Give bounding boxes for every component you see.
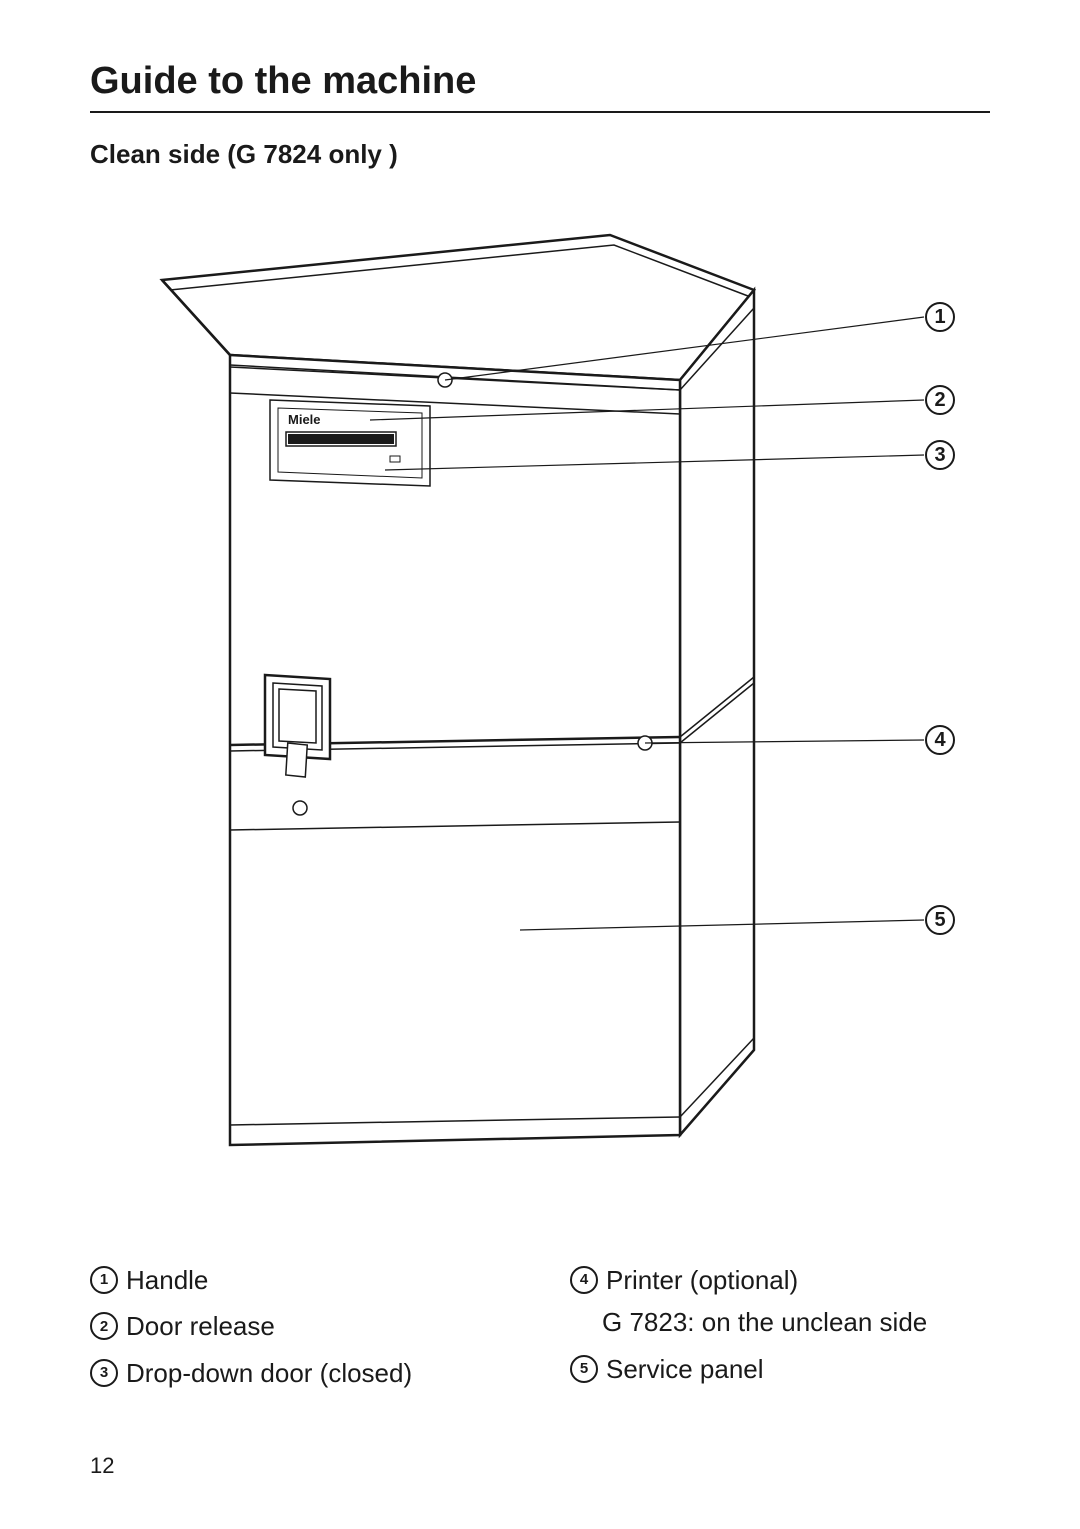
machine-diagram: Miele 1 2 3 4 5 xyxy=(90,190,990,1220)
svg-text:Miele: Miele xyxy=(288,412,321,427)
legend-text: Drop-down door (closed) xyxy=(126,1353,412,1393)
legend-text: Service panel xyxy=(606,1349,764,1389)
callout-2: 2 xyxy=(925,385,955,415)
legend-num-icon: 4 xyxy=(570,1266,598,1294)
legend-num-icon: 2 xyxy=(90,1312,118,1340)
legend-text: Handle xyxy=(126,1260,208,1300)
callout-5: 5 xyxy=(925,905,955,935)
page-title: Guide to the machine xyxy=(90,60,990,103)
section-subtitle: Clean side (G 7824 only ) xyxy=(90,139,990,170)
machine-svg: Miele xyxy=(90,190,990,1220)
legend-text: Door release xyxy=(126,1306,275,1346)
legend-num-icon: 3 xyxy=(90,1359,118,1387)
legend-col-left: 1 Handle 2 Door release 3 Drop-down door (clo… xyxy=(90,1260,510,1399)
legend-item-2: 2 Door release xyxy=(90,1306,510,1346)
legend-col-right: 4 Printer (optional)G 7823: on the unclea… xyxy=(570,1260,990,1399)
callout-1: 1 xyxy=(925,302,955,332)
title-rule xyxy=(90,111,990,113)
manual-page: Guide to the machine Clean side (G 7824 … xyxy=(0,0,1080,1529)
legend: 1 Handle 2 Door release 3 Drop-down door (clo… xyxy=(90,1260,990,1399)
legend-item-4: 4 Printer (optional) xyxy=(570,1260,990,1300)
legend-text: Printer (optional) xyxy=(606,1260,798,1300)
legend-item-5: 5 Service panel xyxy=(570,1349,990,1389)
callout-3: 3 xyxy=(925,440,955,470)
legend-item-3: 3 Drop-down door (closed) xyxy=(90,1353,510,1393)
legend-num-icon: 1 xyxy=(90,1266,118,1294)
legend-item-1: 1 Handle xyxy=(90,1260,510,1300)
legend-num-icon: 5 xyxy=(570,1355,598,1383)
page-number: 12 xyxy=(90,1453,114,1479)
legend-subtext: G 7823: on the unclean side xyxy=(602,1302,990,1342)
callout-4: 4 xyxy=(925,725,955,755)
